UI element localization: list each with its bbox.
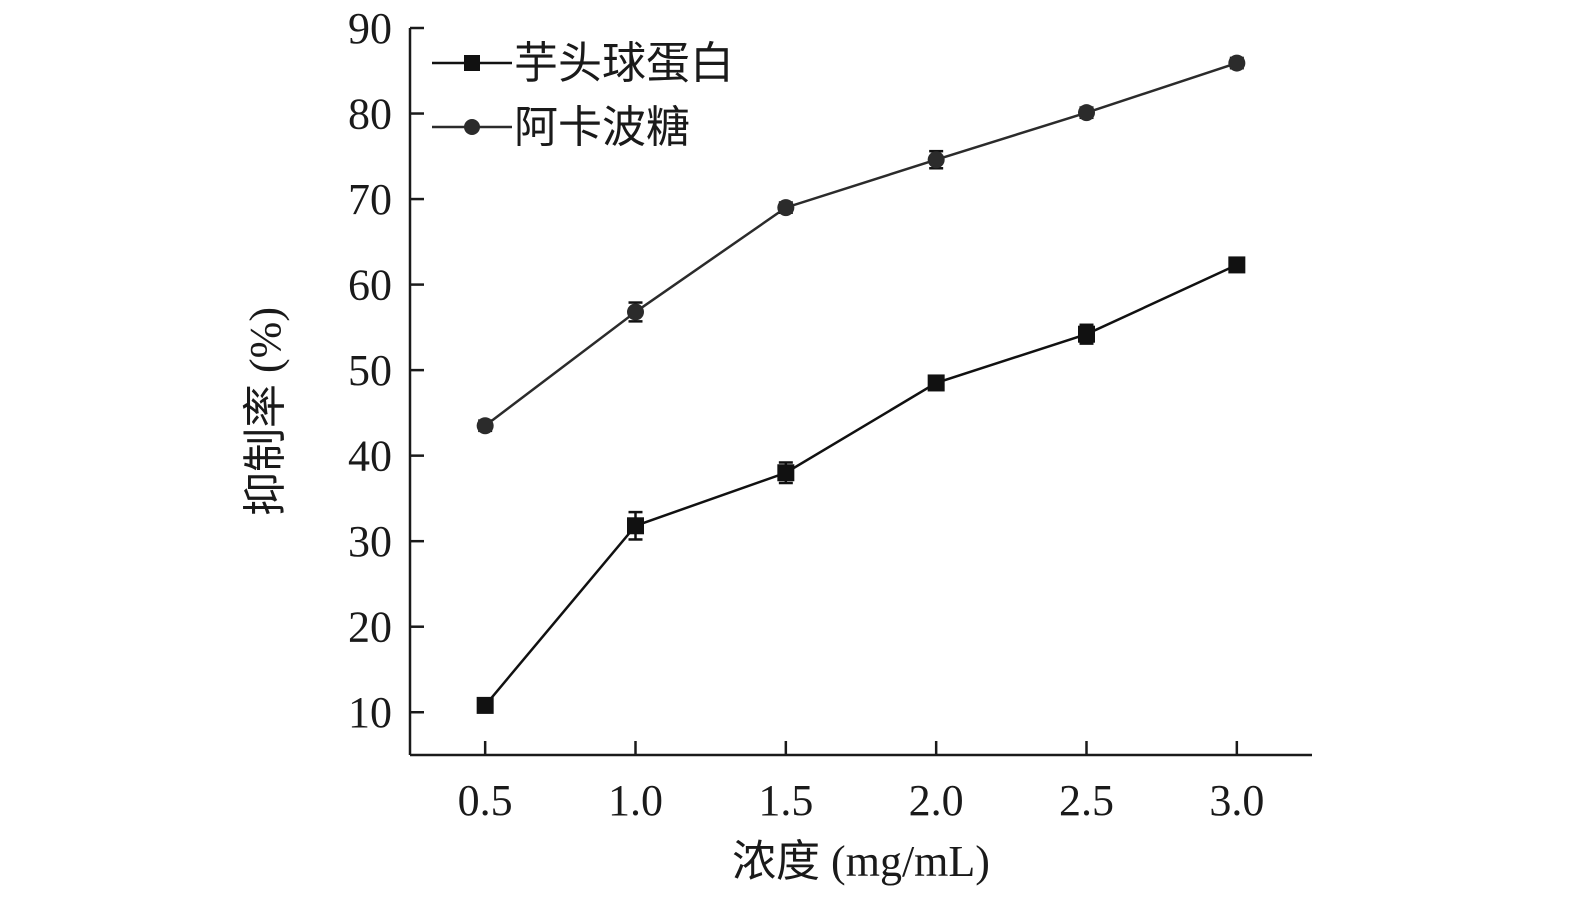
y-tick-label: 70 bbox=[348, 175, 392, 224]
data-point bbox=[1228, 256, 1246, 274]
x-tick-label: 2.5 bbox=[1059, 776, 1114, 825]
axes bbox=[408, 28, 1312, 757]
x-tick-label: 1.0 bbox=[608, 776, 663, 825]
legend-item: 芋头球蛋白 bbox=[432, 39, 734, 88]
series-2 bbox=[476, 54, 1246, 435]
data-point bbox=[627, 303, 644, 321]
y-tick-label: 60 bbox=[348, 261, 392, 310]
legend-label: 阿卡波糖 bbox=[514, 103, 690, 152]
legend-marker bbox=[464, 55, 480, 71]
data-point bbox=[476, 417, 494, 435]
data-point bbox=[1078, 325, 1095, 343]
x-tick-label: 1.5 bbox=[758, 776, 813, 825]
data-point bbox=[1078, 104, 1095, 122]
data-point bbox=[777, 464, 795, 482]
x-ticks: 0.5 1.0 1.5 2.0 2.5 3.0 bbox=[458, 741, 1264, 825]
y-tick-label: 10 bbox=[348, 688, 392, 737]
y-tick-label: 20 bbox=[348, 603, 392, 652]
data-point bbox=[927, 374, 945, 392]
series-line bbox=[484, 61, 1238, 427]
x-tick-label: 0.5 bbox=[458, 776, 513, 825]
legend-label: 芋头球蛋白 bbox=[514, 39, 734, 88]
y-tick-label: 80 bbox=[348, 90, 392, 139]
y-tick-label: 40 bbox=[348, 432, 392, 481]
y-tick-label: 90 bbox=[348, 4, 392, 53]
series-1 bbox=[476, 256, 1246, 714]
data-point bbox=[476, 696, 494, 714]
data-point bbox=[777, 199, 795, 217]
series-line bbox=[484, 263, 1238, 707]
y-axis-label: 抑制率 (%) bbox=[241, 307, 290, 516]
x-tick-label: 2.0 bbox=[909, 776, 964, 825]
y-tick-label: 30 bbox=[348, 517, 392, 566]
data-point bbox=[927, 151, 945, 169]
y-tick-label: 50 bbox=[348, 346, 392, 395]
legend-marker bbox=[464, 119, 480, 135]
y-ticks: 10 20 30 40 50 60 70 80 90 bbox=[348, 4, 424, 737]
data-point bbox=[1228, 54, 1246, 72]
x-axis-label: 浓度 (mg/mL) bbox=[732, 837, 990, 886]
data-point bbox=[627, 517, 644, 535]
legend-item: 阿卡波糖 bbox=[432, 103, 690, 152]
x-tick-label: 3.0 bbox=[1209, 776, 1264, 825]
series bbox=[476, 54, 1246, 714]
